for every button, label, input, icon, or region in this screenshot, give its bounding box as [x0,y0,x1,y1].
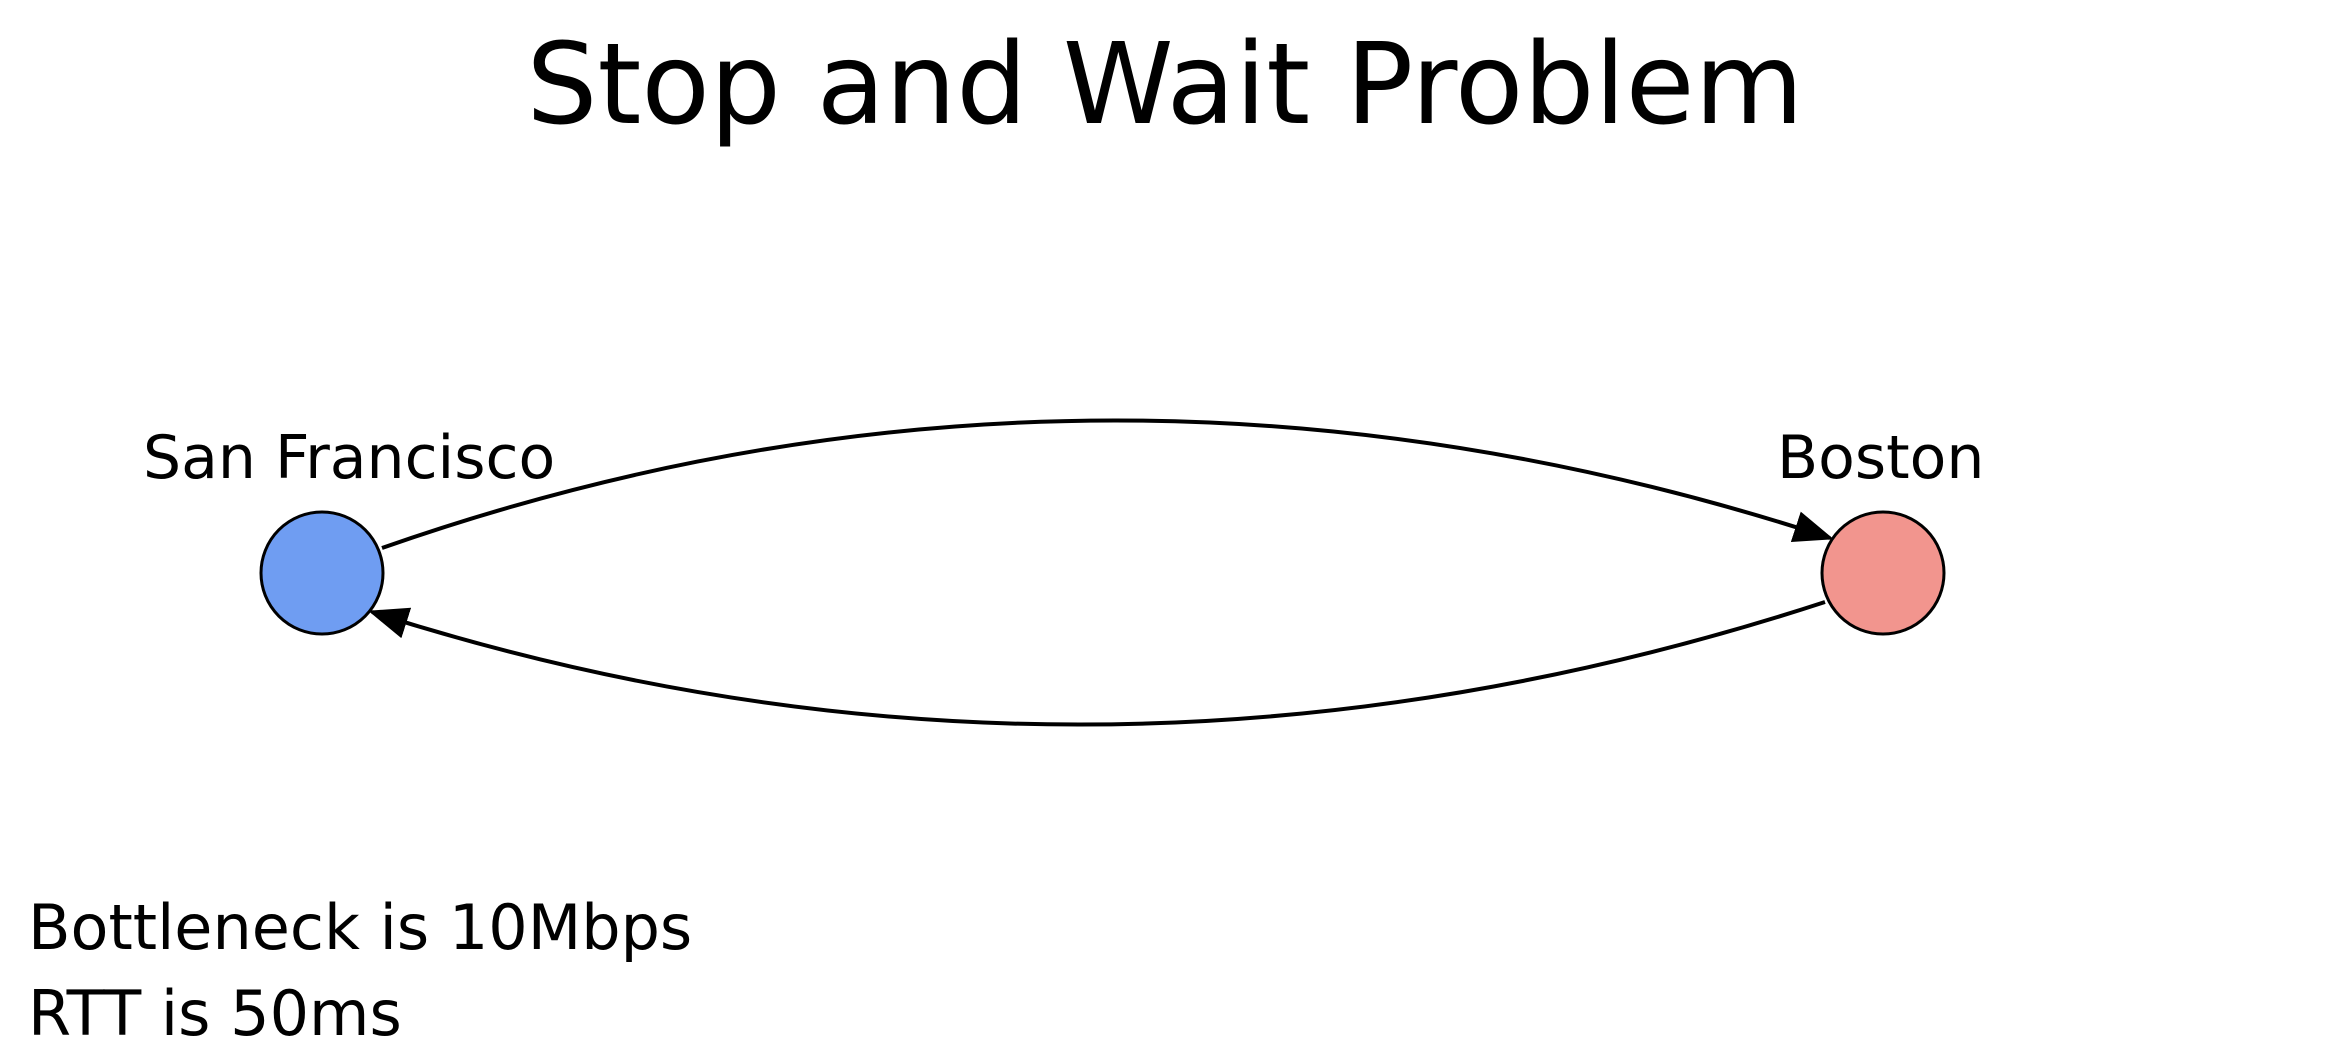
rtt-note: RTT is 50ms [28,977,402,1050]
network-notes: Bottleneck is 10Mbps RTT is 50ms [28,885,692,1056]
return-arrow [368,600,1826,727]
receiver-label: Boston [1777,423,1984,493]
sender-label: San Francisco [143,423,555,493]
sender-node [259,510,385,636]
forward-arrow [381,418,1834,550]
receiver-node [1820,510,1946,636]
bottleneck-note: Bottleneck is 10Mbps [28,891,693,964]
slide-title: Stop and Wait Problem [526,20,1804,150]
